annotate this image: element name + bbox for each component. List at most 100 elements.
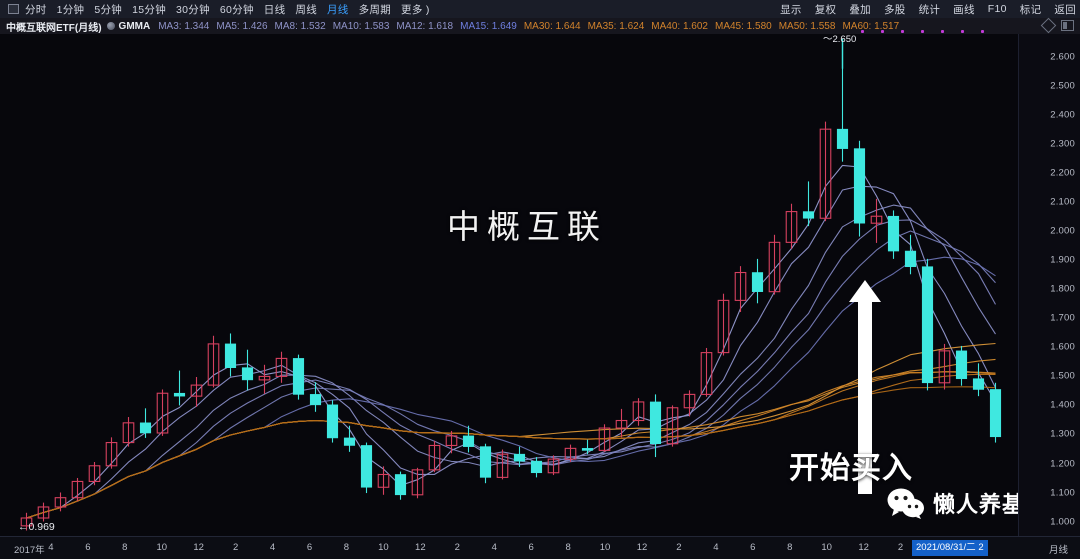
price-tick-1.100: 1.100	[1050, 487, 1075, 498]
candle-2020-06	[700, 347, 713, 397]
price-tick-2.600: 2.600	[1050, 51, 1075, 63]
period-tab-6[interactable]: 日线	[263, 3, 286, 16]
ma-line-ma30	[26, 342, 996, 519]
indicator-legend: 中概互联网ETF(月线) GMMA MA3: 1.344 MA5: 1.426 MA…	[0, 17, 1080, 34]
price-tick-2.100: 2.100	[1050, 196, 1075, 208]
candle-2018-11	[377, 466, 390, 495]
candle-2017-02	[20, 512, 33, 531]
toolbar-action-3[interactable]: 多股	[883, 3, 906, 16]
candle-2021-01	[819, 121, 832, 222]
checkbox-icon[interactable]	[8, 4, 19, 14]
period-tab-8[interactable]: 月线	[327, 3, 349, 16]
candle-2020-03	[649, 394, 662, 458]
price-tick-1.300: 1.300	[1050, 428, 1075, 440]
toolbar-action-1[interactable]: 复权	[814, 3, 837, 16]
toolbar-action-4[interactable]: 统计	[918, 3, 941, 16]
time-tick-19: 4	[713, 542, 719, 553]
candle-2020-01	[615, 408, 628, 438]
ma-legend-ma50: MA50: 1.558	[778, 20, 836, 32]
toolbar-action-6[interactable]: F10	[987, 3, 1007, 15]
panel-icon[interactable]	[1061, 20, 1074, 31]
price-tick-1.600: 1.600	[1050, 341, 1075, 353]
period-tab-7[interactable]: 周线	[295, 3, 317, 16]
candle-2018-04	[258, 364, 271, 394]
candle-2020-12	[802, 181, 815, 227]
legend-icon-group	[1040, 17, 1074, 34]
candle-2017-07	[105, 437, 118, 469]
candle-2021-08	[938, 343, 951, 390]
candle-2021-04	[870, 198, 883, 243]
time-tick-5: 12	[193, 542, 204, 553]
time-tick-9: 8	[343, 542, 350, 553]
toolbar-action-0[interactable]: 显示	[780, 3, 802, 16]
time-tick-18: 2	[676, 542, 682, 553]
toolbar-action-5[interactable]: 画线	[953, 3, 975, 16]
period-tab-9[interactable]: 多周期	[358, 3, 392, 16]
candle-2020-02	[632, 398, 645, 426]
price-tick-2.000: 2.000	[1050, 225, 1075, 237]
low-price-marker: ←0.969	[18, 521, 55, 533]
time-tick-6: 2	[232, 542, 239, 553]
ma-legend-ma45: MA45: 1.580	[715, 20, 772, 32]
indicator-name: GMMA	[118, 20, 151, 32]
candle-2018-12	[394, 471, 407, 500]
period-tab-2[interactable]: 5分钟	[94, 3, 123, 16]
period-tab-group: 分时 1分钟 5分钟 15分钟 30分钟 60分钟 日线 周线 月线 多周期 更多 )	[25, 2, 440, 17]
ma-legend-ma5: MA5: 1.426	[216, 20, 268, 32]
price-tick-1.000: 1.000	[1050, 516, 1075, 527]
toolbar-action-7[interactable]: 标记	[1019, 3, 1042, 16]
candle-2017-10	[156, 389, 169, 436]
toolbar-action-2[interactable]: 叠加	[849, 3, 871, 16]
time-tick-14: 6	[528, 542, 534, 553]
candle-2019-04	[462, 425, 475, 453]
candle-2020-08	[734, 266, 747, 312]
period-tab-1[interactable]: 1分钟	[56, 3, 85, 16]
crosshair-datestamp: 2021/08/31/二 2	[912, 540, 988, 556]
candle-2018-02	[224, 333, 237, 377]
price-tick-1.900: 1.900	[1050, 254, 1075, 266]
time-tick-10: 10	[378, 542, 389, 553]
time-tick-21: 8	[787, 542, 793, 553]
buy-annotation-label: 开始买入	[789, 452, 913, 485]
price-tick-2.300: 2.300	[1050, 138, 1075, 150]
period-tab-0[interactable]: 分时	[25, 3, 47, 16]
time-tick-8: 6	[306, 542, 313, 553]
ma-legend-ma8: MA8: 1.532	[274, 20, 326, 32]
ma-legend-ma15: MA15: 1.649	[460, 20, 517, 32]
toolbar-actions: 显示 复权 叠加 多股 统计 画线 F10 标记 返回	[767, 0, 1076, 18]
time-axis[interactable]: 月线 2017年 4 6 8 10 12 2 4 6 8 10 12 2 4 6 8 10 12 2 4 6 8 10 12 2…	[0, 536, 1080, 559]
period-toolbar: 分时 1分钟 5分钟 15分钟 30分钟 60分钟 日线 周线 月线 多周期 更多 ) 显示 复权 叠加…	[0, 0, 1080, 18]
diamond-icon[interactable]	[1040, 17, 1057, 34]
toolbar-action-8[interactable]: 返回	[1054, 3, 1076, 16]
price-axis[interactable]: 2.600 2.500 2.400 2.300 2.200 2.100 2.000 1.900…	[1018, 34, 1080, 536]
time-tick-12: 2	[454, 542, 460, 553]
candle-2020-07	[717, 293, 730, 356]
price-tick-2.200: 2.200	[1050, 167, 1075, 179]
ma-value-list: MA3: 1.344 MA5: 1.426 MA8: 1.532 MA10: 1.58…	[158, 21, 906, 32]
ma-legend-ma3: MA3: 1.344	[158, 20, 210, 32]
period-tab-10[interactable]: 更多 )	[401, 3, 430, 16]
price-tick-1.500: 1.500	[1050, 370, 1075, 382]
period-tab-4[interactable]: 30分钟	[176, 3, 210, 16]
period-tab-3[interactable]: 15分钟	[132, 3, 166, 16]
time-tick-4: 10	[156, 542, 168, 553]
settings-dot-icon[interactable]	[106, 22, 115, 30]
candle-2017-04	[54, 492, 67, 512]
time-tick-16: 10	[599, 542, 611, 553]
candle-2018-09	[343, 425, 356, 452]
candle-2019-06	[496, 449, 509, 480]
candle-2021-09	[955, 345, 968, 386]
candle-2021-11	[989, 382, 1002, 443]
candle-2020-10	[768, 234, 781, 295]
candle-2021-10	[972, 363, 985, 397]
candle-2017-08	[122, 417, 135, 447]
period-tab-5[interactable]: 60分钟	[219, 3, 254, 16]
time-tick-24: 2	[897, 542, 904, 553]
price-chart-canvas[interactable]	[0, 34, 1018, 536]
instrument-name: 中概互联网ETF(月线)	[6, 22, 102, 34]
candle-2020-05	[683, 390, 696, 417]
price-tick-1.800: 1.800	[1050, 283, 1075, 295]
candle-2021-05	[887, 210, 900, 259]
time-tick-20: 6	[750, 542, 756, 553]
